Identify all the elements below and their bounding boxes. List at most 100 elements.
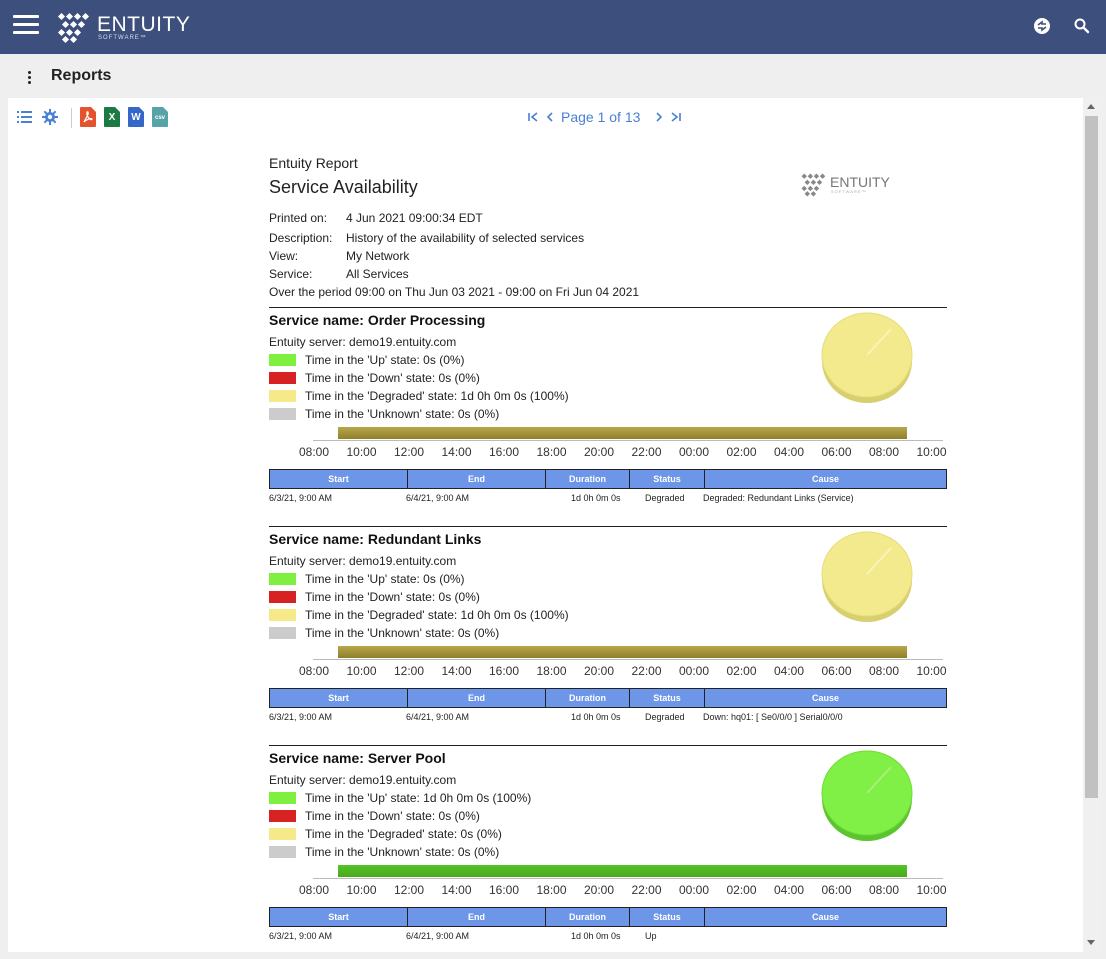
timeline-tick: 08:00 xyxy=(869,883,900,897)
export-csv-icon[interactable]: csv xyxy=(152,107,168,127)
brand-logo[interactable]: ENTUITY SOFTWARE™ xyxy=(55,11,190,45)
cell-duration: 1d 0h 0m 0s xyxy=(571,712,621,722)
scroll-up-icon[interactable] xyxy=(1087,104,1095,109)
timeline-tick: 16:00 xyxy=(489,664,520,678)
table-row: 6/3/21, 9:00 AM 6/4/21, 9:00 AM 1d 0h 0m 0… xyxy=(269,712,947,726)
events-table-header: Start End Duration Status Cause xyxy=(269,907,947,927)
cell-start: 6/3/21, 9:00 AM xyxy=(269,493,333,503)
timeline-tick: 16:00 xyxy=(489,883,520,897)
meta-key: View: xyxy=(269,249,299,263)
timeline-tick: 02:00 xyxy=(726,445,757,459)
section-divider xyxy=(269,526,947,527)
legend-swatch xyxy=(269,408,296,420)
availability-pie xyxy=(821,531,913,622)
next-page-icon[interactable] xyxy=(653,110,665,124)
legend-swatch xyxy=(269,846,296,858)
scroll-down-icon[interactable] xyxy=(1087,940,1095,945)
column-header: End xyxy=(408,470,546,488)
brand-name: ENTUITY xyxy=(97,13,191,36)
export-excel-icon[interactable]: X xyxy=(104,107,120,127)
legend-swatch xyxy=(269,810,296,822)
timeline-tick: 08:00 xyxy=(869,664,900,678)
last-page-icon[interactable] xyxy=(669,110,683,124)
timeline-tick: 20:00 xyxy=(584,664,615,678)
legend-text: Time in the 'Down' state: 0s (0%) xyxy=(305,590,480,604)
column-header: Start xyxy=(270,689,408,707)
legend-swatch xyxy=(269,591,296,603)
legend-text: Time in the 'Degraded' state: 1d 0h 0m 0… xyxy=(305,608,569,622)
timeline-tick: 20:00 xyxy=(584,445,615,459)
timeline-tick: 20:00 xyxy=(584,883,615,897)
timeline-tick: 22:00 xyxy=(631,883,662,897)
column-header: Start xyxy=(270,470,408,488)
service-name: Service name: Server Pool xyxy=(269,750,446,766)
meta-value: My Network xyxy=(346,249,410,263)
prev-page-icon[interactable] xyxy=(544,110,556,124)
report-title: Service Availability xyxy=(269,177,418,197)
timeline-tick: 00:00 xyxy=(679,883,710,897)
service-server: Entuity server: demo19.entuity.com xyxy=(269,554,457,568)
brand-sub: SOFTWARE™ xyxy=(98,35,147,41)
availability-timeline: 08:00 10:00 12:00 14:00 16:00 18:00 20:00 22:00… xyxy=(299,644,947,684)
timeline-tick: 18:00 xyxy=(536,883,567,897)
menu-icon[interactable] xyxy=(13,15,39,35)
meta-key: Service: xyxy=(269,267,313,281)
timeline-tick: 22:00 xyxy=(631,664,662,678)
more-options-icon[interactable] xyxy=(27,70,33,86)
legend-text: Time in the 'Up' state: 0s (0%) xyxy=(305,353,465,367)
timeline-tick: 12:00 xyxy=(394,664,425,678)
cell-end: 6/4/21, 9:00 AM xyxy=(406,931,470,941)
cell-cause: Down: hq01: [ Se0/0/0 ] Serial0/0/0 xyxy=(703,712,843,722)
timeline-axis xyxy=(313,659,943,660)
timeline-tick: 10:00 xyxy=(916,664,947,678)
export-pdf-icon[interactable] xyxy=(80,107,96,127)
report-kicker: Entuity Report xyxy=(269,155,358,171)
column-header: Status xyxy=(630,470,705,488)
period-text: Over the period 09:00 on Thu Jun 03 2021… xyxy=(269,285,640,299)
timeline-tick: 08:00 xyxy=(299,664,330,678)
search-icon[interactable] xyxy=(1073,17,1091,35)
timeline-axis xyxy=(313,440,943,441)
timeline-tick: 04:00 xyxy=(774,664,805,678)
events-table-header: Start End Duration Status Cause xyxy=(269,688,947,708)
cell-end: 6/4/21, 9:00 AM xyxy=(406,493,470,503)
timeline-tick: 06:00 xyxy=(821,883,852,897)
timeline-tick: 22:00 xyxy=(631,445,662,459)
column-header: Duration xyxy=(546,470,630,488)
user-switch-icon[interactable] xyxy=(1033,17,1051,35)
legend-text: Time in the 'Unknown' state: 0s (0%) xyxy=(305,626,500,640)
service-server: Entuity server: demo19.entuity.com xyxy=(269,335,457,349)
list-icon[interactable] xyxy=(17,110,33,124)
report-viewer: X W csv Page 1 of 13 Entuity Report Serv… xyxy=(8,98,1083,952)
toolbar-divider xyxy=(71,108,72,128)
table-row: 6/3/21, 9:00 AM 6/4/21, 9:00 AM 1d 0h 0m 0… xyxy=(269,931,947,945)
timeline-tick: 18:00 xyxy=(536,445,567,459)
service-section: Service name: Order Processing Entuity se… xyxy=(269,307,947,526)
meta-key: Printed on: xyxy=(269,211,328,225)
column-header: Cause xyxy=(811,474,839,484)
timeline-tick: 12:00 xyxy=(394,883,425,897)
meta-value: All Services xyxy=(346,267,409,281)
settings-gear-icon[interactable] xyxy=(42,109,58,125)
legend-swatch xyxy=(269,609,296,621)
first-page-icon[interactable] xyxy=(526,110,540,124)
timeline-tick: 02:00 xyxy=(726,664,757,678)
scrollbar-thumb[interactable] xyxy=(1085,116,1098,798)
export-word-icon[interactable]: W xyxy=(128,107,144,127)
timeline-tick: 06:00 xyxy=(821,445,852,459)
cell-duration: 1d 0h 0m 0s xyxy=(571,493,621,503)
column-header: End xyxy=(408,908,546,926)
section-divider xyxy=(269,745,947,746)
availability-pie xyxy=(821,312,913,403)
legend-text: Time in the 'Down' state: 0s (0%) xyxy=(305,809,480,823)
legend-text: Time in the 'Degraded' state: 1d 0h 0m 0… xyxy=(305,389,569,403)
legend-swatch xyxy=(269,792,296,804)
timeline-tick: 08:00 xyxy=(869,445,900,459)
service-name: Service name: Redundant Links xyxy=(269,531,482,547)
page-indicator: Page 1 of 13 xyxy=(561,109,641,125)
legend-swatch xyxy=(269,390,296,402)
timeline-tick: 10:00 xyxy=(916,883,947,897)
legend-swatch xyxy=(269,372,296,384)
timeline-tick: 08:00 xyxy=(299,445,330,459)
timeline-tick: 10:00 xyxy=(916,445,947,459)
